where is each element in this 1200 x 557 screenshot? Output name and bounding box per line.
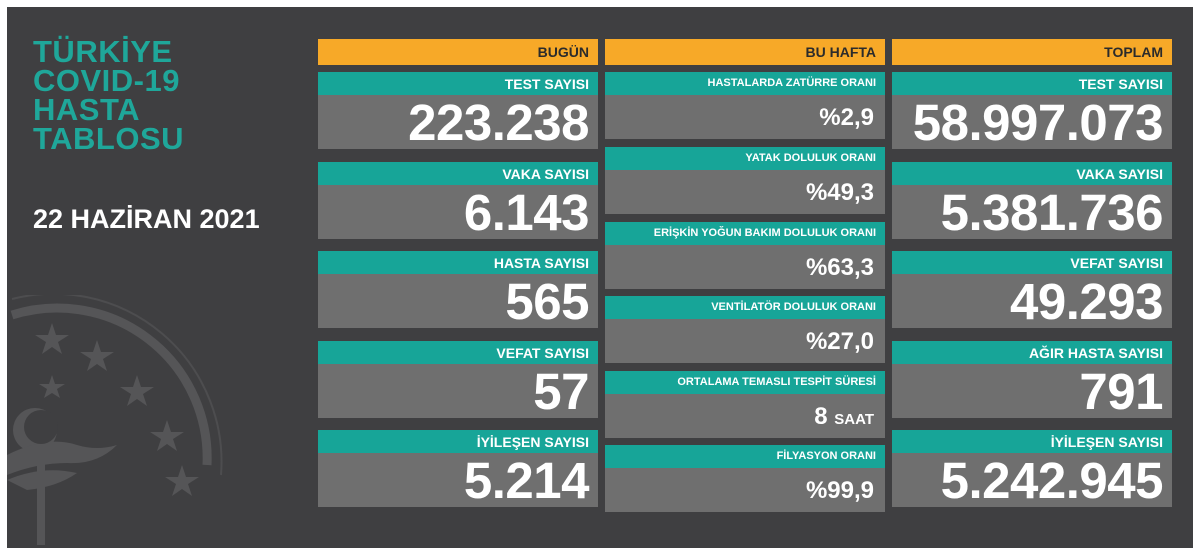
- total-test-card: TEST SAYISI 58.997.073: [892, 72, 1172, 150]
- week-pneumonia-card: HASTALARDA ZATÜRRE ORANI %2,9: [605, 72, 885, 139]
- today-death-card: VEFAT SAYISI 57: [318, 341, 598, 419]
- week-contact-label: ORTALAMA TEMASLI TESPİT SÜRESİ: [605, 371, 885, 394]
- today-recovered-value: 5.214: [318, 453, 598, 508]
- today-death-value: 57: [318, 364, 598, 419]
- today-patient-value: 565: [318, 274, 598, 329]
- today-case-label: VAKA SAYISI: [318, 162, 598, 185]
- week-contact-number: 8: [814, 403, 828, 430]
- page-title: TÜRKİYE COVID-19 HASTA TABLOSU: [33, 34, 185, 156]
- week-filiation-value: %99,9: [605, 468, 885, 512]
- total-header: TOPLAM: [892, 39, 1172, 65]
- week-column: BU HAFTA HASTALARDA ZATÜRRE ORANI %2,9 Y…: [605, 39, 885, 519]
- week-bed-label: YATAK DOLULUK ORANI: [605, 147, 885, 170]
- total-case-card: VAKA SAYISI 5.381.736: [892, 162, 1172, 240]
- today-column: BUGÜN TEST SAYISI 223.238 VAKA SAYISI 6.…: [318, 39, 598, 519]
- total-recovered-label: İYİLEŞEN SAYISI: [892, 430, 1172, 453]
- week-ventilator-card: VENTİLATÖR DOLULUK ORANI %27,0: [605, 296, 885, 363]
- ministry-emblem-watermark: [7, 295, 223, 545]
- today-case-card: VAKA SAYISI 6.143: [318, 162, 598, 240]
- today-case-value: 6.143: [318, 185, 598, 240]
- today-test-label: TEST SAYISI: [318, 72, 598, 95]
- today-patient-card: HASTA SAYISI 565: [318, 251, 598, 329]
- week-contact-value: 8 SAAT: [605, 394, 885, 438]
- today-test-value: 223.238: [318, 95, 598, 150]
- week-filiation-card: FİLYASYON ORANI %99,9: [605, 445, 885, 512]
- report-date: 22 HAZİRAN 2021: [33, 204, 260, 234]
- today-header: BUGÜN: [318, 39, 598, 65]
- total-case-value: 5.381.736: [892, 185, 1172, 240]
- total-recovered-card: İYİLEŞEN SAYISI 5.242.945: [892, 430, 1172, 508]
- total-column: TOPLAM TEST SAYISI 58.997.073 VAKA SAYIS…: [892, 39, 1172, 519]
- total-critical-label: AĞIR HASTA SAYISI: [892, 341, 1172, 364]
- total-recovered-value: 5.242.945: [892, 453, 1172, 508]
- total-death-card: VEFAT SAYISI 49.293: [892, 251, 1172, 329]
- total-death-value: 49.293: [892, 274, 1172, 329]
- total-critical-card: AĞIR HASTA SAYISI 791: [892, 341, 1172, 419]
- today-patient-label: HASTA SAYISI: [318, 251, 598, 274]
- week-icu-value: %63,3: [605, 245, 885, 289]
- week-icu-card: ERİŞKİN YOĞUN BAKIM DOLULUK ORANI %63,3: [605, 222, 885, 289]
- today-death-label: VEFAT SAYISI: [318, 341, 598, 364]
- week-contact-unit: SAAT: [834, 411, 874, 428]
- today-test-card: TEST SAYISI 223.238: [318, 72, 598, 150]
- title-line: COVID-19: [33, 63, 180, 98]
- week-ventilator-label: VENTİLATÖR DOLULUK ORANI: [605, 296, 885, 319]
- total-critical-value: 791: [892, 364, 1172, 419]
- total-test-label: TEST SAYISI: [892, 72, 1172, 95]
- today-recovered-label: İYİLEŞEN SAYISI: [318, 430, 598, 453]
- week-filiation-label: FİLYASYON ORANI: [605, 445, 885, 468]
- title-line: HASTA: [33, 92, 140, 127]
- week-bed-value: %49,3: [605, 170, 885, 214]
- covid-table-board: TÜRKİYE COVID-19 HASTA TABLOSU 22 HAZİRA…: [7, 7, 1193, 548]
- week-contact-card: ORTALAMA TEMASLI TESPİT SÜRESİ 8 SAAT: [605, 371, 885, 438]
- today-recovered-card: İYİLEŞEN SAYISI 5.214: [318, 430, 598, 508]
- week-pneumonia-label: HASTALARDA ZATÜRRE ORANI: [605, 72, 885, 95]
- title-line: TABLOSU: [33, 121, 185, 156]
- week-pneumonia-value: %2,9: [605, 95, 885, 139]
- week-ventilator-value: %27,0: [605, 319, 885, 363]
- total-test-value: 58.997.073: [892, 95, 1172, 150]
- week-header: BU HAFTA: [605, 39, 885, 65]
- week-icu-label: ERİŞKİN YOĞUN BAKIM DOLULUK ORANI: [605, 222, 885, 245]
- week-bed-card: YATAK DOLULUK ORANI %49,3: [605, 147, 885, 214]
- total-case-label: VAKA SAYISI: [892, 162, 1172, 185]
- title-line: TÜRKİYE: [33, 34, 173, 69]
- total-death-label: VEFAT SAYISI: [892, 251, 1172, 274]
